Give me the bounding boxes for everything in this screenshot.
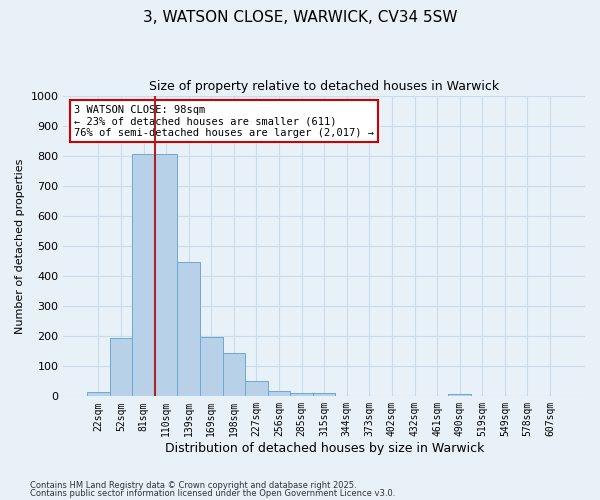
Title: Size of property relative to detached houses in Warwick: Size of property relative to detached ho… xyxy=(149,80,499,93)
Bar xyxy=(87,392,110,396)
Bar xyxy=(268,391,290,396)
Bar xyxy=(223,354,245,397)
X-axis label: Distribution of detached houses by size in Warwick: Distribution of detached houses by size … xyxy=(164,442,484,455)
Bar xyxy=(200,337,223,396)
Bar xyxy=(290,394,313,396)
Bar xyxy=(132,154,155,396)
Bar xyxy=(245,382,268,396)
Bar xyxy=(110,338,132,396)
Bar xyxy=(155,154,178,396)
Y-axis label: Number of detached properties: Number of detached properties xyxy=(15,158,25,334)
Text: Contains public sector information licensed under the Open Government Licence v3: Contains public sector information licen… xyxy=(30,488,395,498)
Bar xyxy=(313,394,335,396)
Text: Contains HM Land Registry data © Crown copyright and database right 2025.: Contains HM Land Registry data © Crown c… xyxy=(30,481,356,490)
Bar xyxy=(448,394,471,396)
Bar xyxy=(178,262,200,396)
Text: 3 WATSON CLOSE: 98sqm
← 23% of detached houses are smaller (611)
76% of semi-det: 3 WATSON CLOSE: 98sqm ← 23% of detached … xyxy=(74,104,374,138)
Text: 3, WATSON CLOSE, WARWICK, CV34 5SW: 3, WATSON CLOSE, WARWICK, CV34 5SW xyxy=(143,10,457,25)
